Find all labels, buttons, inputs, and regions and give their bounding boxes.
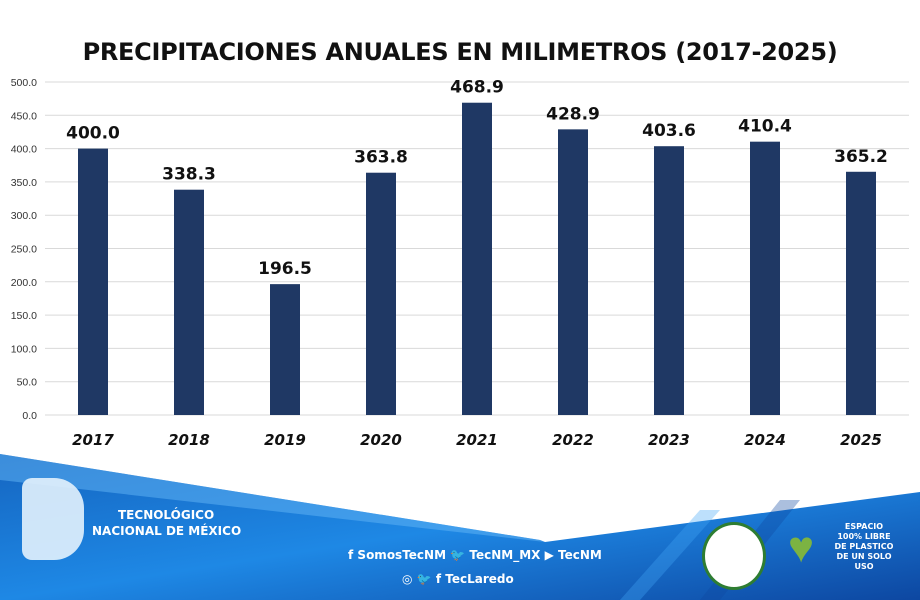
social-links-row2: ◎ 🐦 f TecLaredo bbox=[402, 572, 514, 586]
twitter-icon: 🐦 bbox=[416, 572, 432, 586]
y-tick-label: 400.0 bbox=[11, 144, 37, 156]
data-label: 428.9 bbox=[546, 104, 600, 124]
x-tick-label: 2023 bbox=[648, 431, 690, 449]
y-tick-label: 500.0 bbox=[11, 77, 37, 89]
x-tick-label: 2022 bbox=[552, 431, 594, 449]
facebook-icon: f bbox=[435, 572, 442, 586]
bar-2018 bbox=[174, 189, 204, 415]
institute-seal-logo bbox=[702, 522, 766, 590]
x-tick-label: 2018 bbox=[168, 431, 210, 449]
data-label: 410.4 bbox=[738, 117, 792, 137]
bar-2020 bbox=[366, 172, 396, 415]
y-tick-label: 350.0 bbox=[11, 177, 37, 189]
x-tick-label: 2025 bbox=[840, 431, 882, 449]
facebook-icon: f bbox=[348, 548, 354, 562]
data-label: 400.0 bbox=[66, 124, 120, 144]
x-tick-label: 2020 bbox=[360, 431, 402, 449]
twitter-icon: 🐦 bbox=[450, 548, 466, 562]
y-tick-label: 0.0 bbox=[22, 410, 37, 422]
plastic-free-badge-logo: ♥ ESPACIO 100% LIBRE DE PLASTICO DE UN S… bbox=[788, 520, 898, 582]
y-tick-label: 200.0 bbox=[11, 277, 37, 289]
youtube-handle[interactable]: TecNM bbox=[558, 548, 602, 562]
y-tick-label: 250.0 bbox=[11, 244, 37, 256]
bar-2021 bbox=[462, 102, 492, 416]
x-tick-label: 2017 bbox=[72, 431, 114, 449]
data-label: 403.6 bbox=[642, 121, 696, 141]
bar-2024 bbox=[750, 141, 780, 416]
data-label: 365.2 bbox=[834, 147, 888, 167]
bar-chart: 0.0 50.0 100.0 150.0 200.0 250.0 300.0 350.0 400… bbox=[11, 77, 909, 449]
bar-2017 bbox=[78, 148, 108, 415]
chart-title: PRECIPITACIONES ANUALES EN MILIMETROS (2… bbox=[82, 38, 838, 66]
local-handle[interactable]: TecLaredo bbox=[445, 572, 514, 586]
x-tick-label: 2021 bbox=[456, 431, 498, 449]
heart-icon: ♥ bbox=[788, 523, 815, 572]
x-tick-label: 2019 bbox=[264, 431, 306, 449]
bar-2025 bbox=[846, 171, 876, 415]
x-tick-label: 2024 bbox=[744, 431, 786, 449]
y-tick-label: 100.0 bbox=[11, 343, 37, 355]
social-links-row1: f SomosTecNM 🐦 TecNM_MX ▶ TecNM bbox=[348, 548, 602, 562]
y-tick-label: 300.0 bbox=[11, 210, 37, 222]
data-label: 196.5 bbox=[258, 259, 312, 279]
instagram-icon: ◎ bbox=[402, 572, 413, 586]
data-label: 338.3 bbox=[162, 165, 216, 185]
institution-name-line2: NACIONAL DE MÉXICO bbox=[92, 524, 242, 538]
y-tick-label: 150.0 bbox=[11, 310, 37, 322]
badge-text: ESPACIO 100% LIBRE DE PLASTICO DE UN SOL… bbox=[834, 522, 894, 571]
data-label: 468.9 bbox=[450, 78, 504, 98]
twitter-handle[interactable]: TecNM_MX bbox=[469, 548, 541, 562]
facebook-handle[interactable]: SomosTecNM bbox=[357, 548, 447, 562]
bar-2022 bbox=[558, 129, 588, 415]
youtube-icon: ▶ bbox=[544, 548, 554, 562]
institution-name-line1: TECNOLÓGICO bbox=[118, 508, 215, 522]
bar-2023 bbox=[654, 146, 684, 415]
y-tick-label: 50.0 bbox=[17, 377, 38, 389]
data-label: 363.8 bbox=[354, 148, 408, 168]
y-tick-label: 450.0 bbox=[11, 110, 37, 122]
tecnm-logo-icon bbox=[22, 478, 84, 560]
bar-2019 bbox=[270, 284, 300, 415]
